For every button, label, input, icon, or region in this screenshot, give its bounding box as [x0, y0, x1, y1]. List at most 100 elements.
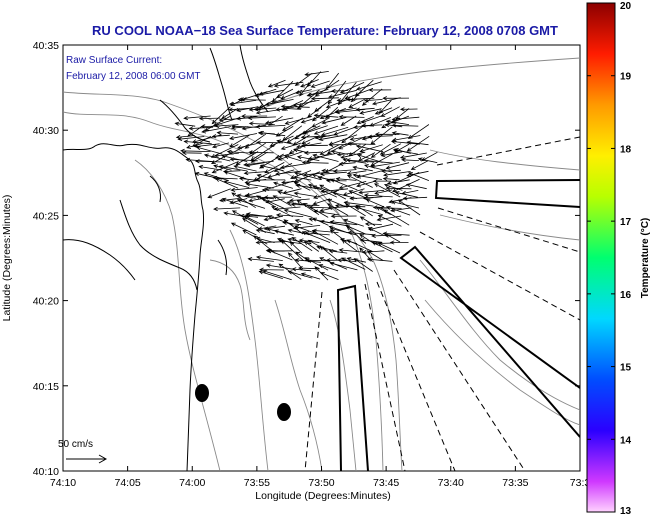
- current-vector: [320, 126, 349, 137]
- current-vector: [312, 185, 338, 198]
- current-vector: [283, 106, 301, 111]
- x-tick-label: 74:05: [114, 477, 140, 489]
- current-vector: [303, 240, 320, 252]
- bathy-contour: [209, 259, 251, 341]
- colorbar-tick-label: 18: [620, 144, 632, 155]
- colorbar-ticks: 20 19 18 17 16 15 14 13: [587, 1, 632, 517]
- current-vector: [241, 124, 267, 131]
- current-vector: [281, 180, 301, 185]
- current-vector: [421, 151, 438, 162]
- current-vector: [275, 126, 294, 137]
- current-vector: [392, 148, 418, 155]
- current-vector: [186, 143, 203, 149]
- current-vector: [367, 227, 384, 236]
- current-vector: [236, 143, 258, 150]
- current-vector: [213, 164, 232, 171]
- x-tick-label: 74:10: [50, 477, 76, 489]
- current-vector: [346, 174, 373, 188]
- bathy-contour: [134, 159, 221, 471]
- current-vector: [336, 152, 356, 157]
- current-vector: [348, 98, 366, 108]
- current-vector: [218, 164, 248, 172]
- current-vector: [223, 180, 250, 188]
- current-vector: [397, 199, 421, 216]
- coastline-segment: [209, 47, 233, 121]
- current-vector: [329, 261, 358, 271]
- current-vector: [259, 130, 286, 137]
- map-layer: [63, 45, 580, 471]
- current-vector: [265, 263, 294, 270]
- current-vector: [256, 195, 275, 207]
- current-vector: [253, 107, 277, 112]
- current-vector: [263, 195, 293, 200]
- current-vector: [194, 159, 222, 164]
- current-vector: [383, 183, 403, 191]
- current-vector: [312, 153, 339, 162]
- current-vector: [344, 203, 366, 217]
- current-vector: [361, 115, 383, 124]
- current-vector: [406, 140, 429, 146]
- colorbar-tick-label: 16: [620, 290, 632, 301]
- current-vector: [211, 106, 231, 125]
- current-vector: [248, 121, 275, 126]
- current-vector: [280, 104, 310, 109]
- x-tick-label: 73:3: [570, 477, 591, 489]
- current-vector: [386, 179, 410, 186]
- current-vector: [229, 133, 258, 141]
- current-vector: [267, 79, 286, 88]
- current-vector: [183, 115, 211, 121]
- current-vector: [281, 239, 304, 261]
- current-vector: [228, 99, 257, 106]
- current-vector: [376, 215, 402, 222]
- current-vector: [328, 249, 348, 254]
- current-vector: [316, 245, 337, 252]
- current-vector: [382, 96, 410, 101]
- coastline-segment: [63, 143, 204, 211]
- current-vector: [300, 143, 328, 148]
- current-vector: [219, 198, 240, 203]
- current-vector: [359, 108, 382, 115]
- current-vector: [211, 134, 230, 139]
- bathy-contour: [274, 299, 323, 471]
- current-vector: [256, 173, 276, 181]
- current-vector: [359, 238, 383, 243]
- current-vector: [294, 219, 313, 225]
- current-vector: [221, 197, 249, 208]
- current-vector: [345, 97, 375, 102]
- current-vector: [301, 160, 329, 165]
- current-vector: [255, 240, 285, 245]
- current-vector: [300, 272, 321, 280]
- current-vector: [207, 188, 231, 199]
- current-vector: [380, 151, 403, 158]
- y-tick-label: 40:25: [33, 210, 59, 222]
- current-vector: [304, 71, 329, 77]
- current-vector: [233, 164, 257, 172]
- current-vector: [341, 125, 364, 144]
- current-vector: [346, 141, 376, 146]
- current-vector: [384, 233, 401, 243]
- current-vector: [296, 155, 320, 161]
- current-vector: [326, 203, 349, 216]
- current-vector: [295, 142, 322, 149]
- current-vector: [340, 151, 366, 159]
- current-vector: [343, 218, 364, 227]
- current-vector: [247, 115, 276, 121]
- x-axis: 74:10 74:05 74:00 73:55 73:50 73:45 73:40 73:35…: [50, 45, 591, 489]
- current-vector: [230, 187, 258, 192]
- x-tick-label: 73:50: [308, 477, 334, 489]
- current-vector: [417, 157, 438, 163]
- current-vector: [355, 107, 375, 112]
- lane-boundary: [364, 283, 406, 471]
- current-vector: [352, 173, 382, 180]
- current-vector: [352, 165, 373, 172]
- current-vector: [377, 214, 402, 227]
- bathy-contour: [229, 229, 269, 471]
- current-vector: [332, 169, 357, 174]
- current-vector: [374, 189, 393, 195]
- current-vector: [283, 219, 304, 235]
- current-vector: [345, 158, 375, 163]
- current-vector: [235, 106, 259, 113]
- current-vector: [366, 257, 393, 262]
- current-vector: [212, 175, 238, 181]
- current-vectors: [174, 71, 438, 281]
